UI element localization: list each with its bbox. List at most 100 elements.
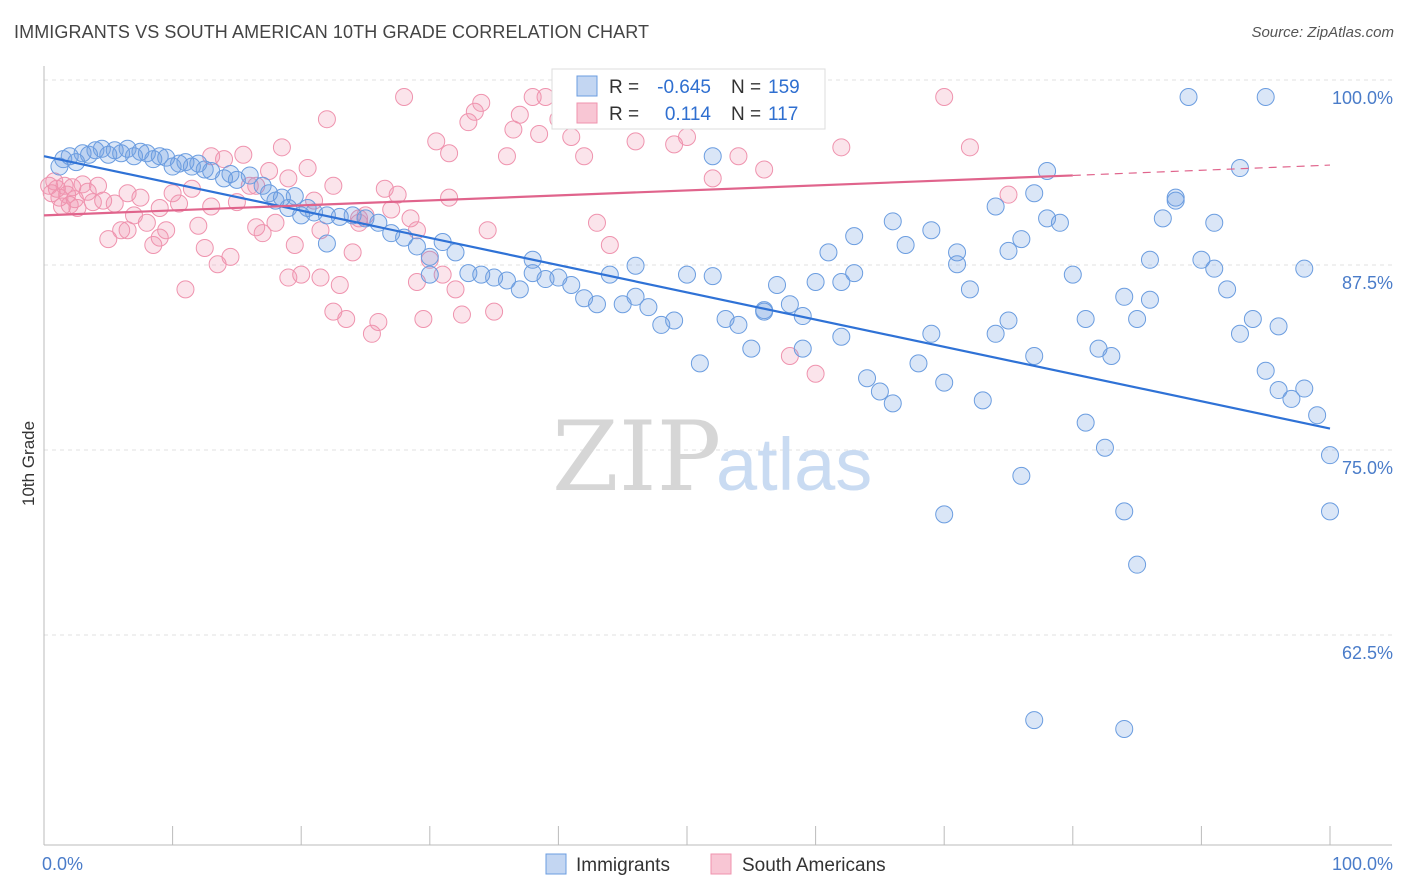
south-americans-point (465, 102, 484, 121)
south-americans-point (678, 127, 696, 146)
south-americans-point (587, 213, 606, 232)
immigrants-point (870, 382, 889, 401)
south-americans-point (144, 236, 163, 254)
x-tick-label-max: 100.0% (1332, 854, 1393, 874)
chart-source: Source: ZipAtlas.com (1251, 24, 1394, 41)
immigrants-point (536, 270, 555, 289)
south-americans-point (253, 224, 272, 243)
south-americans-point (433, 265, 452, 284)
immigrants-point (703, 267, 722, 286)
immigrants-point (510, 280, 529, 299)
immigrants-point (1192, 250, 1211, 269)
immigrants-point (626, 256, 645, 275)
bottom-legend-label-immigrants: Immigrants (576, 855, 670, 876)
south-americans-point (150, 228, 169, 247)
series-legend: Immigrants South Americans (545, 853, 886, 876)
immigrants-point (986, 197, 1005, 216)
south-americans-point (485, 302, 504, 321)
immigrants-point (420, 265, 439, 284)
immigrants-point (806, 273, 825, 291)
immigrants-point (562, 275, 581, 294)
south-americans-point (703, 169, 722, 188)
immigrants-point (1115, 287, 1134, 306)
immigrants-point (1256, 361, 1275, 380)
immigrants-point (587, 295, 606, 314)
immigrants-point (1179, 88, 1198, 106)
immigrants-point (1128, 555, 1147, 574)
immigrants-point (285, 187, 304, 206)
immigrants-point (1102, 347, 1121, 365)
immigrants-point (922, 221, 941, 240)
immigrants-point (1012, 230, 1031, 249)
immigrants-point (639, 298, 658, 317)
south-americans-point (112, 221, 131, 240)
bottom-legend-label-south-americans: South Americans (742, 855, 886, 876)
immigrants-point (253, 176, 272, 195)
immigrants-point (999, 311, 1018, 330)
immigrants-point (793, 339, 812, 358)
south-americans-point (600, 236, 619, 254)
immigrants-point (1153, 209, 1172, 228)
immigrants-point (1218, 280, 1237, 299)
south-americans-point (163, 184, 182, 203)
immigrants-point (665, 311, 684, 330)
immigrants-point (883, 394, 902, 413)
south-americans-point (298, 159, 317, 178)
immigrants-point (1269, 317, 1288, 336)
immigrants-point (420, 247, 439, 266)
south-americans-point (279, 169, 298, 188)
immigrants-point (922, 324, 941, 343)
immigrants-point (497, 271, 516, 290)
immigrants-point (909, 354, 928, 373)
immigrants-point (1205, 259, 1224, 278)
legend-n-value-immigrants: 159 (768, 77, 800, 98)
south-americans-point (94, 191, 113, 210)
south-americans-point (510, 105, 529, 124)
south-americans-point (472, 93, 491, 112)
south-americans-point (157, 221, 176, 240)
immigrants-point (883, 212, 902, 231)
x-axis-ticks (43, 826, 1331, 845)
immigrants-point (1128, 310, 1147, 328)
immigrants-point (819, 243, 838, 262)
grid-lines (44, 79, 1392, 636)
bottom-legend-swatch-south-americans (710, 853, 732, 875)
immigrants-point (1063, 265, 1082, 284)
trend-lines (43, 155, 1331, 430)
south-americans-point (806, 364, 825, 383)
immigrants-point (729, 315, 748, 334)
south-americans-point (234, 145, 253, 164)
immigrants-point (986, 324, 1005, 343)
immigrants-point (1166, 191, 1185, 210)
immigrants-point (1140, 290, 1159, 309)
south-americans-point (324, 176, 343, 195)
south-americans-point (446, 280, 465, 299)
south-americans-point (195, 238, 214, 257)
immigrants-point (150, 147, 169, 166)
south-americans-point (292, 265, 311, 284)
south-americans-point (626, 132, 645, 151)
immigrants-point (690, 354, 709, 373)
immigrants-point (999, 241, 1018, 260)
south-americans-point (285, 236, 304, 254)
legend-r-value-south-americans: 0.114 (665, 104, 712, 125)
watermark: ZIP atlas (552, 401, 872, 513)
legend-swatch-immigrants (576, 75, 598, 97)
immigrants-point (703, 147, 722, 166)
immigrants-point (1269, 381, 1288, 400)
south-americans-point (170, 194, 189, 213)
south-americans-point (999, 185, 1018, 204)
immigrants-point (317, 234, 336, 253)
immigrants-point (1025, 347, 1044, 365)
south-americans-trend-line (43, 174, 1073, 217)
south-americans-point (221, 247, 240, 266)
south-americans-point (562, 127, 581, 146)
y-axis-label: 10th Grade (19, 421, 38, 506)
south-americans-point (260, 162, 279, 180)
immigrants-point (459, 264, 478, 283)
immigrants-point (1140, 250, 1159, 269)
immigrants-point (858, 369, 877, 388)
immigrants-point (780, 295, 799, 314)
legend-r-label-south-americans: R = (609, 104, 639, 125)
south-americans-point (440, 188, 459, 207)
